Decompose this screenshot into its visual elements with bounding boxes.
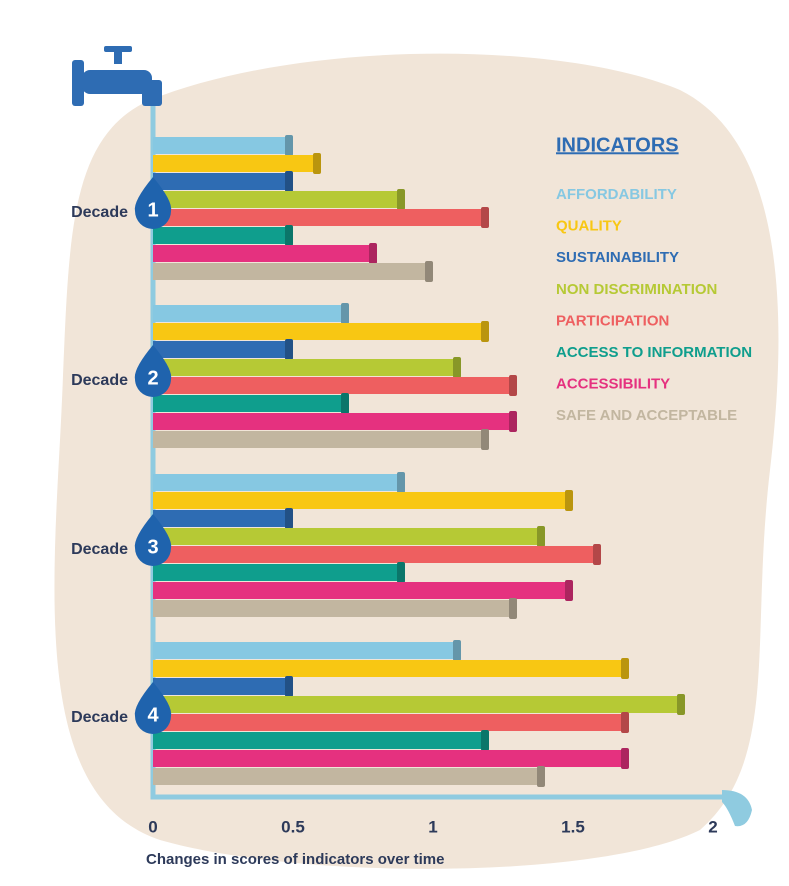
legend-entry: PARTICIPATION — [556, 312, 669, 329]
bar — [153, 750, 629, 767]
bar-cap — [621, 712, 629, 733]
bar — [153, 678, 293, 695]
decade-number: 1 — [147, 199, 158, 221]
bar-cap — [453, 640, 461, 661]
bar-cap — [481, 321, 489, 342]
bar — [153, 359, 461, 376]
bar-cap — [537, 526, 545, 547]
bar-cap — [509, 411, 517, 432]
x-tick-label: 2 — [708, 817, 717, 836]
bar-cap — [481, 429, 489, 450]
bar-cap — [397, 189, 405, 210]
bar — [153, 492, 573, 509]
decade-number: 2 — [147, 367, 158, 389]
bar-cap — [537, 766, 545, 787]
bar-cap — [285, 676, 293, 697]
bar — [153, 137, 293, 154]
x-tick-label: 0 — [148, 817, 157, 836]
bar-cap — [397, 562, 405, 583]
bar — [153, 582, 573, 599]
bar-cap — [313, 153, 321, 174]
bar-cap — [285, 508, 293, 529]
x-tick-label: 1.5 — [561, 817, 585, 836]
bar-cap — [397, 472, 405, 493]
bar — [153, 377, 517, 394]
bar — [153, 323, 489, 340]
bar — [153, 395, 349, 412]
x-tick-label: 1 — [428, 817, 437, 836]
bar-cap — [565, 490, 573, 511]
bar — [153, 173, 293, 190]
bar — [153, 714, 629, 731]
bar — [153, 546, 601, 563]
bar-cap — [425, 261, 433, 282]
bar — [153, 209, 489, 226]
legend-entry: AFFORDABILITY — [556, 186, 677, 203]
bar-cap — [453, 357, 461, 378]
water-drop — [722, 790, 752, 827]
x-tick-label: 0.5 — [281, 817, 305, 836]
bar-cap — [593, 544, 601, 565]
bar — [153, 431, 489, 448]
bar-cap — [509, 375, 517, 396]
legend-entry: QUALITY — [556, 218, 622, 235]
legend-entry: NON DISCRIMINATION — [556, 281, 717, 298]
x-axis-label: Changes in scores of indicators over tim… — [146, 851, 444, 868]
bar-cap — [285, 135, 293, 156]
legend-title: INDICATORS — [556, 134, 679, 156]
bar — [153, 191, 405, 208]
bar — [153, 305, 349, 322]
bar-cap — [565, 580, 573, 601]
faucet — [72, 46, 162, 106]
bar-cap — [285, 339, 293, 360]
bar-cap — [285, 171, 293, 192]
decade-label: Decade — [71, 204, 128, 221]
bar — [153, 227, 293, 244]
decade-drop — [134, 682, 172, 734]
decade-drop — [134, 514, 172, 566]
bar — [153, 696, 685, 713]
bar — [153, 660, 629, 677]
decade-label: Decade — [71, 372, 128, 389]
bar — [153, 245, 377, 262]
bar-cap — [621, 658, 629, 679]
bar — [153, 155, 321, 172]
bar-cap — [621, 748, 629, 769]
bar-cap — [369, 243, 377, 264]
bar — [153, 564, 405, 581]
decade-number: 4 — [147, 704, 159, 726]
bar-cap — [285, 225, 293, 246]
bar — [153, 510, 293, 527]
bar — [153, 413, 517, 430]
bar-cap — [341, 303, 349, 324]
bar — [153, 341, 293, 358]
decade-drop — [134, 177, 172, 229]
legend-entry: SUSTAINABILITY — [556, 249, 679, 266]
decade-number: 3 — [147, 536, 158, 558]
bar — [153, 732, 489, 749]
bar-cap — [677, 694, 685, 715]
bar — [153, 768, 545, 785]
legend-entry: ACCESSIBILITY — [556, 376, 670, 393]
decade-drop — [134, 345, 172, 397]
bar — [153, 642, 461, 659]
bar — [153, 528, 545, 545]
bar — [153, 474, 405, 491]
bar-cap — [509, 598, 517, 619]
bar-cap — [481, 730, 489, 751]
legend-entry: ACCESS TO INFORMATION — [556, 344, 752, 361]
bar-cap — [341, 393, 349, 414]
bar-cap — [481, 207, 489, 228]
decade-label: Decade — [71, 709, 128, 726]
legend-entry: SAFE AND ACCEPTABLE — [556, 407, 737, 424]
decade-label: Decade — [71, 541, 128, 558]
bar — [153, 263, 433, 280]
bar — [153, 600, 517, 617]
